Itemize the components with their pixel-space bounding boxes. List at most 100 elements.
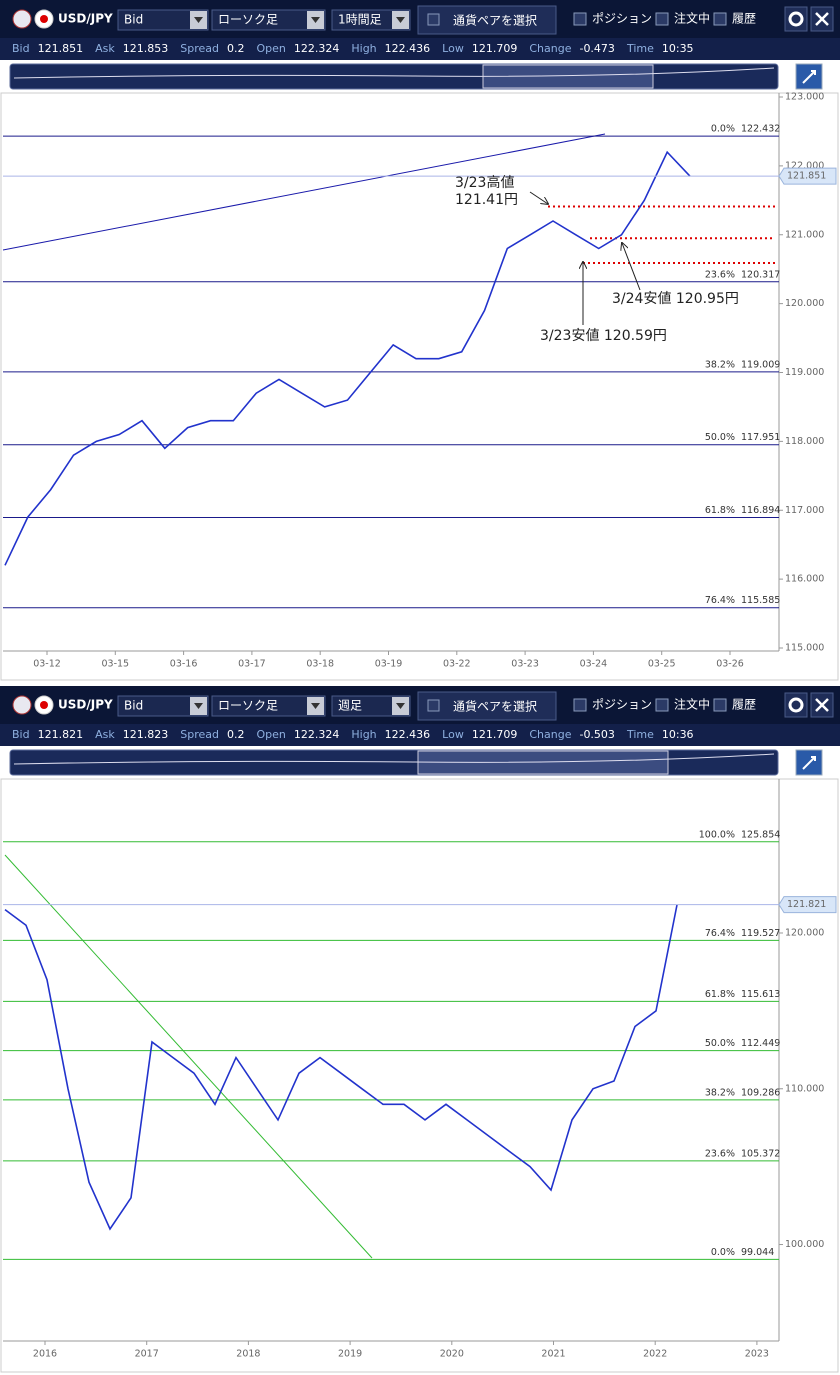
x-tick-label: 03-24 (580, 659, 608, 670)
y-tick-label: 118.000 (785, 436, 824, 447)
dropdown-value[interactable]: ローソク足 (218, 13, 278, 27)
dropdown[interactable] (117, 695, 209, 717)
checkbox[interactable] (655, 698, 669, 712)
info-label: Time (626, 42, 654, 55)
info-value: 122.324 (294, 42, 340, 55)
x-tick-label: 2018 (236, 1349, 260, 1360)
fib-percent: 0.0% (711, 1247, 735, 1258)
info-bar (0, 38, 840, 60)
select-pair-button[interactable] (417, 5, 557, 35)
select-checkbox (427, 13, 440, 26)
x-tick-label: 03-15 (101, 659, 129, 670)
current-price: 121.821 (787, 899, 826, 910)
info-label: Change (529, 42, 571, 55)
dropdown[interactable] (211, 695, 326, 717)
symbol[interactable]: USD/JPY (58, 698, 113, 712)
info-value: 121.821 (38, 728, 84, 741)
checkbox[interactable] (655, 12, 669, 26)
symbol[interactable]: USD/JPY (58, 12, 113, 26)
select-pair-button[interactable] (417, 691, 557, 721)
arrow-icon (311, 17, 320, 23)
select-pair[interactable]: 通貨ペアを選択 (453, 13, 537, 28)
arrow-icon (194, 17, 203, 23)
settings-button[interactable] (784, 6, 808, 32)
fib-percent: 50.0% (705, 1038, 735, 1049)
current-price-box (778, 896, 837, 914)
fib-price: 122.432 (741, 124, 780, 135)
fib-percent: 23.6% (705, 1148, 735, 1159)
x-tick-label: 2023 (745, 1349, 769, 1360)
checkbox[interactable] (573, 12, 587, 26)
dropdown[interactable] (331, 695, 411, 717)
price-line (4, 150, 691, 566)
dropdown-value[interactable]: Bid (124, 699, 143, 713)
x-tick-label: 03-16 (170, 659, 198, 670)
checkbox[interactable] (713, 12, 727, 26)
navigator-overview (13, 67, 775, 79)
fib-percent: 61.8% (705, 505, 735, 516)
y-tick-label: 120.000 (785, 927, 824, 938)
fib-percent: 61.8% (705, 989, 735, 1000)
x-tick-label: 03-25 (648, 659, 676, 670)
fib-price: 119.009 (741, 359, 780, 370)
info-label: Change (529, 728, 571, 741)
info-label: Spread (180, 728, 219, 741)
settings-button[interactable] (784, 692, 808, 718)
flag-jp-dot (40, 15, 48, 23)
checkbox-label[interactable]: ポジション (592, 12, 652, 26)
fib-price: 120.317 (741, 269, 780, 280)
trend-line (2, 133, 606, 251)
fib-price: 115.613 (741, 989, 780, 1000)
info-value: -0.503 (579, 728, 614, 741)
info-value: 0.2 (227, 728, 245, 741)
checkbox[interactable] (713, 698, 727, 712)
close-icon (815, 12, 829, 26)
dropdown-value[interactable]: ローソク足 (218, 699, 278, 713)
info-label: Ask (95, 42, 115, 55)
y-tick-label: 115.000 (785, 643, 824, 654)
checkbox-label[interactable]: 履歴 (732, 698, 756, 712)
dropdown[interactable] (211, 9, 326, 31)
trend-line (4, 854, 373, 1259)
info-label: Open (256, 42, 285, 55)
fib-price: 119.527 (741, 928, 780, 939)
x-tick-label: 03-23 (511, 659, 539, 670)
gear-icon (788, 11, 804, 27)
info-label: Time (626, 728, 654, 741)
dropdown-value[interactable]: 1時間足 (338, 13, 382, 27)
current-price-box (778, 167, 837, 185)
fib-percent: 38.2% (705, 1087, 735, 1098)
checkbox-label[interactable]: ポジション (592, 698, 652, 712)
fib-percent: 0.0% (711, 124, 735, 135)
checkbox-label[interactable]: 注文中 (674, 11, 710, 26)
dropdown[interactable] (117, 9, 209, 31)
annotation: 3/23安値 120.59円 (540, 328, 667, 344)
x-tick-label: 2022 (643, 1349, 667, 1360)
annotation: 121.41円 (455, 192, 518, 208)
x-tick-label: 03-12 (33, 659, 61, 670)
info-label: Low (442, 728, 464, 741)
info-label: Low (442, 42, 464, 55)
info-label: High (351, 42, 376, 55)
chart-area (0, 92, 839, 681)
y-tick-label: 116.000 (785, 574, 824, 585)
y-tick-label: 122.000 (785, 160, 824, 171)
zoom-icon (802, 756, 816, 770)
checkbox-label[interactable]: 履歴 (732, 12, 756, 26)
info-value: 0.2 (227, 42, 245, 55)
info-value: 121.709 (472, 42, 518, 55)
current-price: 121.851 (787, 171, 826, 182)
dropdown-value[interactable]: Bid (124, 13, 143, 27)
arrow-icon (396, 703, 405, 709)
flag-us (12, 695, 32, 715)
navigator-overview (13, 753, 775, 765)
select-pair[interactable]: 通貨ペアを選択 (453, 699, 537, 714)
checkbox-label[interactable]: 注文中 (674, 697, 710, 712)
checkbox[interactable] (573, 698, 587, 712)
info-label: Ask (95, 728, 115, 741)
fib-price: 117.951 (741, 432, 780, 443)
dropdown-value[interactable]: 週足 (338, 699, 362, 713)
chart-area (0, 778, 839, 1373)
info-bar (0, 724, 840, 746)
dropdown[interactable] (331, 9, 411, 31)
